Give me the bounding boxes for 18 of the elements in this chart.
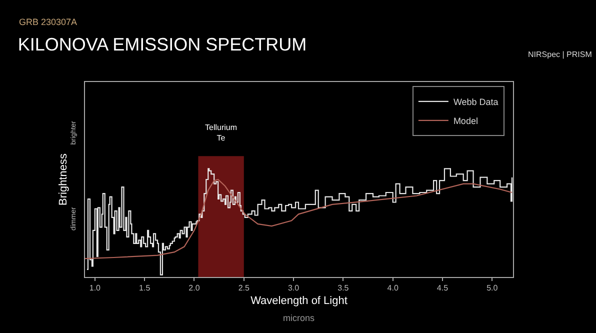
chart-subtitle: GRB 230307A (19, 17, 78, 27)
text: NIRSpec | PRISM (528, 50, 592, 59)
chart-title: KILONOVA EMISSION SPECTRUM (18, 34, 307, 54)
x-tick-label: 2.0 (188, 284, 200, 293)
legend-label: Model (453, 116, 478, 126)
x-axis-title: Wavelength of Light (250, 294, 348, 307)
x-tick-label: 5.0 (486, 284, 498, 293)
band-label: Tellurium Te (205, 123, 238, 142)
legend-label: Webb Data (453, 96, 498, 107)
x-tick-label: 1.0 (89, 284, 102, 293)
y-axis-title: Brightness (58, 153, 70, 206)
x-tick-label: 2.5 (238, 284, 250, 293)
x-tick-label: 4.5 (436, 284, 449, 293)
x-tick-label: 1.5 (139, 284, 151, 293)
x-tick-label: 3.5 (338, 284, 350, 293)
x-tick-label: 3.0 (288, 284, 300, 293)
text: microns (283, 313, 316, 323)
x-tick-label: 4.0 (387, 284, 399, 293)
